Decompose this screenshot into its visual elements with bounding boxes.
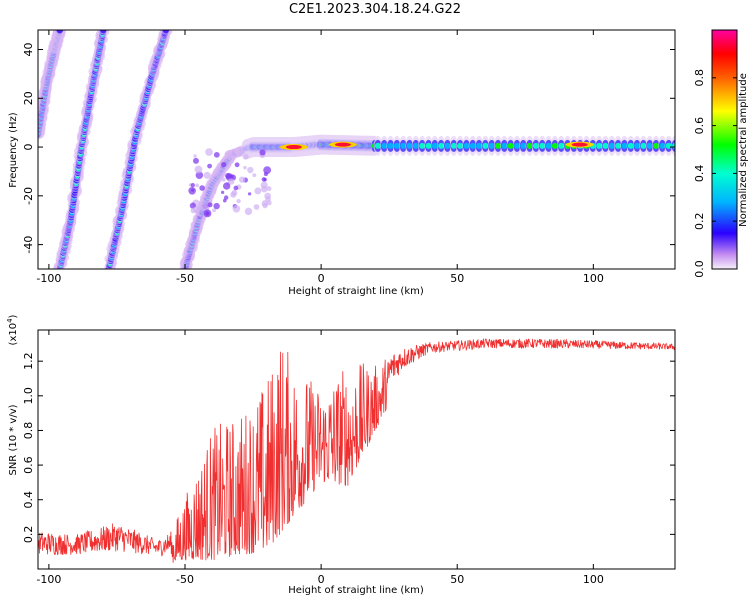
colorbar-label: Normalized spectral amplitude: [738, 73, 749, 227]
spectrogram-x-tick-label: -100: [36, 272, 61, 285]
spectrogram-ridge: [179, 134, 675, 269]
spectrogram-x-tick-label: 0: [318, 272, 325, 285]
spectrogram-y-tick-label: -40: [22, 236, 35, 254]
spectrogram-y-tick-label: 0: [22, 144, 35, 151]
snr-frame: [37, 329, 676, 570]
colorbar-tick-label: 0.2: [693, 212, 706, 230]
spectrogram-data: [38, 30, 675, 269]
snr-x-tick-label: -50: [176, 573, 194, 586]
snr-y-tick-label: 1.2: [22, 352, 35, 370]
spectrogram-hotspot-core: [334, 142, 351, 147]
snr-ticks: -100 -50 0 50 100 0.2 0.4 0.6 0.8 1.0 1.2: [22, 330, 675, 586]
snr-y-multiplier-close: ): [8, 314, 19, 318]
spectrogram-hotspot-core: [571, 142, 588, 147]
snr-series-line: [38, 338, 675, 563]
spectrogram-frame: [37, 29, 676, 270]
snr-y-multiplier: (x104): [6, 314, 19, 345]
snr-x-tick-label: 50: [450, 573, 464, 586]
spectrogram-y-tick-label: -20: [22, 187, 35, 205]
colorbar-tick-label: 0.8: [693, 69, 706, 87]
snr-y-tick-label: 0.6: [22, 456, 35, 474]
snr-y-tick-label: 1.0: [22, 387, 35, 405]
snr-y-multiplier-exp: 4: [6, 318, 14, 323]
snr-x-tick-label: -100: [36, 573, 61, 586]
spectrogram-x-tick-label: -50: [176, 272, 194, 285]
colorbar-tick-label: 0.0: [693, 260, 706, 278]
colorbar: 0.0 0.2 0.4 0.6 0.8 Normalized spectral ampl…: [693, 29, 749, 278]
spectrogram-x-tick-label: 100: [583, 272, 604, 285]
colorbar-tick-label: 0.6: [693, 117, 706, 135]
spectrogram-hotspot-core: [285, 145, 302, 150]
chart-title: C2E1.2023.304.18.24.G22: [288, 2, 462, 17]
spectrogram-y-tick-label: 20: [22, 91, 35, 105]
colorbar-tick-label: 0.4: [693, 165, 706, 183]
spectrogram-x-label: Height of straight line (km): [288, 286, 424, 297]
colorbar-ticks: 0.0 0.2 0.4 0.6 0.8: [693, 69, 737, 278]
snr-x-label: Height of straight line (km): [288, 585, 424, 596]
colorbar-gradient: [711, 29, 738, 270]
spectrogram-ridge: [104, 30, 173, 269]
spectrogram-y-label: Frequency (Hz): [8, 112, 19, 188]
snr-y-tick-label: 0.8: [22, 422, 35, 440]
snr-data: [38, 338, 675, 563]
spectrogram-ridge: [38, 30, 67, 140]
snr-plot: -100 -50 0 50 100 0.2 0.4 0.6 0.8 1.0 1.2 Height o…: [6, 314, 676, 596]
snr-y-tick-label: 0.4: [22, 491, 35, 509]
spectrogram-ridge: [53, 30, 110, 269]
spectrogram-ticks: -100 -50 0 50 100 -40 -20 0 20 40: [22, 30, 675, 285]
snr-y-label: SNR (10 * v/v): [8, 404, 19, 475]
snr-y-multiplier-base: (x10: [8, 323, 19, 346]
spectrogram-y-tick-label: 40: [22, 43, 35, 57]
snr-y-tick-label: 0.2: [22, 526, 35, 544]
snr-x-tick-label: 100: [583, 573, 604, 586]
snr-x-tick-label: 0: [318, 573, 325, 586]
spectrogram-x-tick-label: 50: [450, 272, 464, 285]
spectrogram-plot: -100 -50 0 50 100 -40 -20 0 20 40 Height of strai…: [8, 29, 676, 297]
